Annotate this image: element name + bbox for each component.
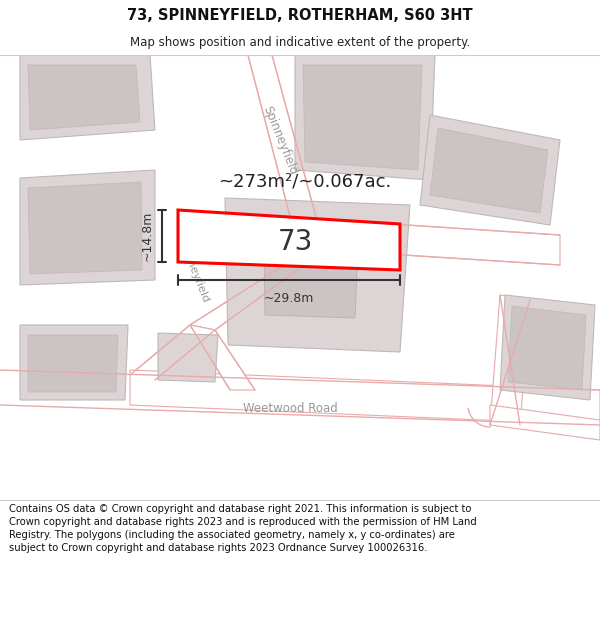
Text: ~29.8m: ~29.8m xyxy=(264,292,314,305)
Text: 73: 73 xyxy=(277,228,313,256)
Polygon shape xyxy=(490,405,600,440)
Polygon shape xyxy=(225,198,410,352)
Text: ~273m²/~0.067ac.: ~273m²/~0.067ac. xyxy=(218,173,392,191)
Polygon shape xyxy=(500,295,595,400)
Text: ~14.8m: ~14.8m xyxy=(141,211,154,261)
Polygon shape xyxy=(490,295,530,425)
Text: Contains OS data © Crown copyright and database right 2021. This information is : Contains OS data © Crown copyright and d… xyxy=(9,504,477,553)
Polygon shape xyxy=(20,325,128,400)
Polygon shape xyxy=(20,170,155,285)
Polygon shape xyxy=(420,115,560,225)
Polygon shape xyxy=(190,250,325,330)
Text: Weetwood Road: Weetwood Road xyxy=(242,401,337,414)
Polygon shape xyxy=(20,55,155,140)
Polygon shape xyxy=(295,55,435,180)
Polygon shape xyxy=(190,325,255,390)
Text: Spinneyfield: Spinneyfield xyxy=(260,104,300,176)
Polygon shape xyxy=(325,220,560,265)
Polygon shape xyxy=(28,335,118,392)
Text: Map shows position and indicative extent of the property.: Map shows position and indicative extent… xyxy=(130,36,470,49)
Polygon shape xyxy=(130,325,215,380)
Polygon shape xyxy=(303,65,422,170)
Polygon shape xyxy=(430,128,548,213)
Polygon shape xyxy=(508,306,586,390)
Polygon shape xyxy=(248,55,325,255)
Polygon shape xyxy=(130,370,600,425)
Polygon shape xyxy=(158,333,218,382)
Polygon shape xyxy=(178,210,400,270)
Polygon shape xyxy=(28,65,140,130)
Polygon shape xyxy=(28,182,142,274)
Text: 73, SPINNEYFIELD, ROTHERHAM, S60 3HT: 73, SPINNEYFIELD, ROTHERHAM, S60 3HT xyxy=(127,8,473,23)
Text: Spinneyfield: Spinneyfield xyxy=(175,236,211,304)
Polygon shape xyxy=(264,248,358,318)
